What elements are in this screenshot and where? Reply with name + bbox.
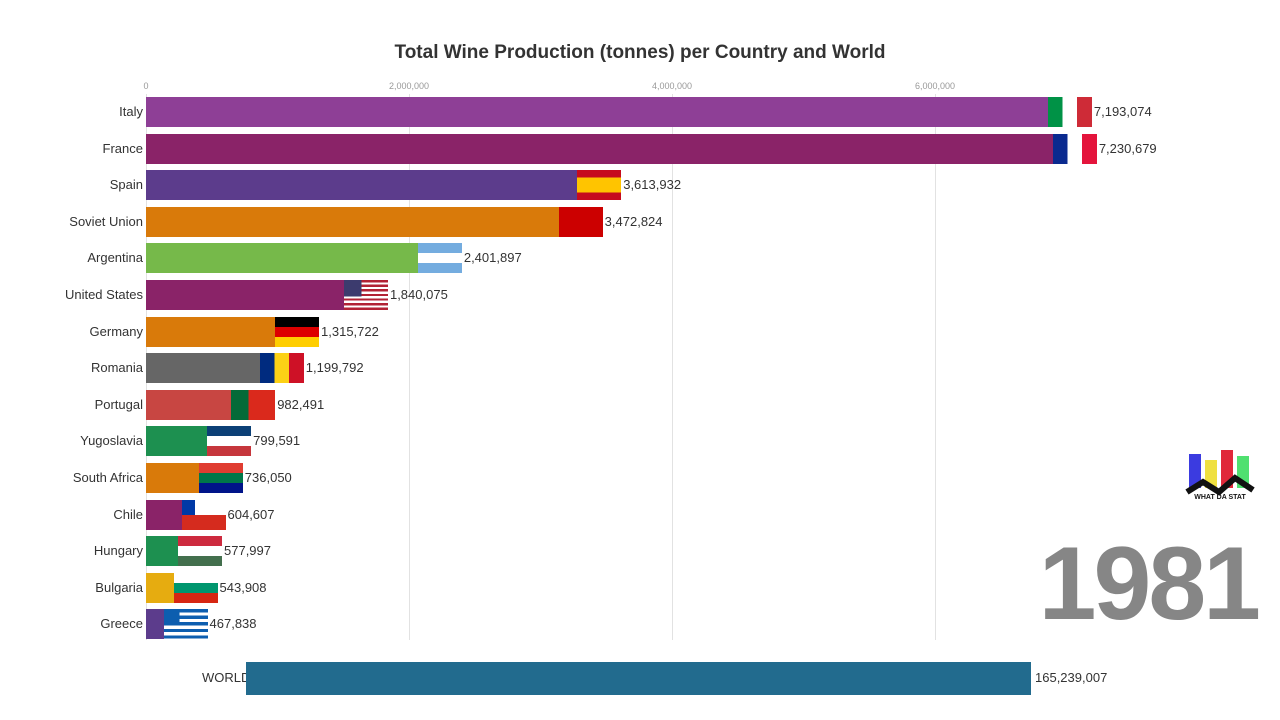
what-da-stat-logo xyxy=(1185,450,1255,496)
bar-row: Yugoslavia 799,591 xyxy=(0,426,1240,457)
category-label: South Africa xyxy=(72,470,143,485)
category-label: Italy xyxy=(119,104,143,119)
bar-row: Romania 1,199,792 xyxy=(0,353,1240,384)
value-label: 736,050 xyxy=(244,470,292,485)
flag-icon xyxy=(275,316,320,347)
bar-row: Greece 467,838 xyxy=(0,609,1240,640)
gridline xyxy=(409,94,410,640)
bar xyxy=(146,133,1097,164)
logo-text: WHAT DA STAT xyxy=(1194,494,1246,501)
flag-icon xyxy=(198,463,243,493)
flag-icon xyxy=(178,536,222,567)
value-label: 7,193,074 xyxy=(1093,104,1152,119)
bar-row: Soviet Union 3,472,824 xyxy=(0,206,1240,237)
x-tick-label: 4,000,000 xyxy=(651,81,693,91)
flag-icon xyxy=(577,170,622,201)
value-label: 1,840,075 xyxy=(389,287,448,302)
category-label: France xyxy=(102,140,143,156)
bar-row: Spain 3,613,932 xyxy=(0,170,1240,201)
flag-icon xyxy=(231,389,276,420)
value-label: 3,472,824 xyxy=(604,213,663,229)
bar-row: United States 1,840,075 xyxy=(0,280,1240,310)
category-label: Hungary xyxy=(93,543,143,559)
value-label: 7,230,679 xyxy=(1098,140,1157,156)
category-label: United States xyxy=(64,287,143,302)
world-value: 165,239,007 xyxy=(1035,670,1108,685)
bar-row: France 7,230,679 xyxy=(0,133,1240,164)
bar-row: Bulgaria 543,908 xyxy=(0,572,1240,603)
category-label: Portugal xyxy=(94,396,143,412)
bar-chart: 0 2,000,000 4,000,000 6,000,000 Italy 7,193,0… xyxy=(0,81,1240,640)
flag-icon xyxy=(417,243,462,274)
bar xyxy=(146,170,622,201)
gridline xyxy=(935,94,936,640)
bar xyxy=(146,97,1092,127)
category-label: Yugoslavia xyxy=(80,433,143,449)
year-label: 1981 xyxy=(1038,526,1261,642)
bar-row: South Africa 736,050 xyxy=(0,463,1240,493)
x-tick-label: 2,000,000 xyxy=(388,81,430,91)
category-label: Spain xyxy=(109,177,143,193)
category-label: Romania xyxy=(90,360,143,376)
bar-row: Italy 7,193,074 xyxy=(0,97,1240,127)
bar-row: Chile 604,607 xyxy=(0,499,1240,530)
x-tick-label: 6,000,000 xyxy=(914,81,956,91)
value-label: 982,491 xyxy=(277,396,325,412)
bar-row: Portugal 982,491 xyxy=(0,389,1240,420)
gridline xyxy=(672,94,673,640)
value-label: 3,613,932 xyxy=(623,177,682,193)
category-label: Greece xyxy=(100,616,143,632)
category-label: Soviet Union xyxy=(69,213,143,229)
chart-title: Total Wine Production (tonnes) per Count… xyxy=(394,42,886,63)
x-tick-label: 0 xyxy=(143,81,149,91)
value-label: 604,607 xyxy=(227,506,275,522)
flag-icon xyxy=(181,499,226,530)
bar xyxy=(146,206,603,237)
world-label: WORLD xyxy=(202,670,251,685)
flag-icon xyxy=(343,280,388,310)
flag-icon xyxy=(207,426,252,457)
flag-icon xyxy=(173,572,218,603)
bar xyxy=(146,243,462,274)
flag-icon xyxy=(1052,133,1097,164)
flag-icon xyxy=(163,609,208,640)
value-label: 2,401,897 xyxy=(463,250,522,266)
flag-icon xyxy=(1047,97,1092,127)
value-label: 1,199,792 xyxy=(305,360,364,376)
value-label: 1,315,722 xyxy=(321,323,379,339)
flag-icon xyxy=(558,206,603,237)
bar-row: Argentina 2,401,897 xyxy=(0,243,1240,274)
flag-icon xyxy=(259,353,304,384)
value-label: 467,838 xyxy=(209,616,257,632)
category-label: Argentina xyxy=(87,250,143,266)
value-label: 799,591 xyxy=(253,433,301,449)
category-label: Chile xyxy=(113,506,143,522)
world-bar xyxy=(246,662,1031,695)
category-label: Germany xyxy=(89,323,143,339)
bar-row: Hungary 577,997 xyxy=(0,536,1240,567)
bar-row: Germany 1,315,722 xyxy=(0,316,1240,347)
value-label: 577,997 xyxy=(224,543,271,559)
category-label: Bulgaria xyxy=(95,579,143,595)
value-label: 543,908 xyxy=(219,579,267,595)
